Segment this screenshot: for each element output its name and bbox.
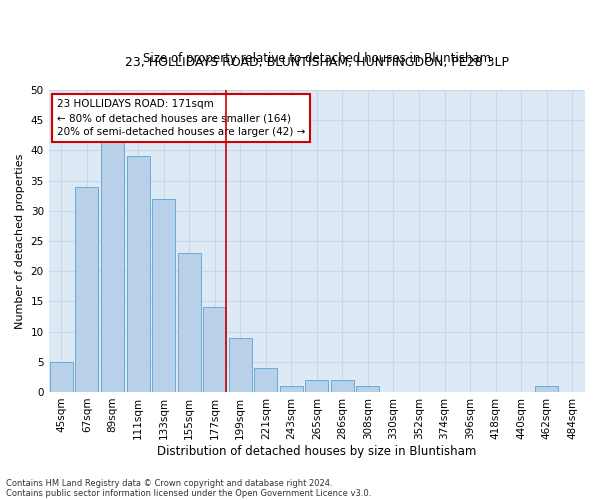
Bar bbox=[535, 386, 558, 392]
Bar bbox=[76, 186, 98, 392]
Bar bbox=[50, 362, 73, 392]
X-axis label: Distribution of detached houses by size in Bluntisham: Distribution of detached houses by size … bbox=[157, 444, 476, 458]
Text: Contains HM Land Registry data © Crown copyright and database right 2024.: Contains HM Land Registry data © Crown c… bbox=[6, 478, 332, 488]
Bar bbox=[280, 386, 303, 392]
Text: 23, HOLLIDAYS ROAD, BLUNTISHAM, HUNTINGDON, PE28 3LP: 23, HOLLIDAYS ROAD, BLUNTISHAM, HUNTINGD… bbox=[125, 56, 509, 69]
Text: 23 HOLLIDAYS ROAD: 171sqm
← 80% of detached houses are smaller (164)
20% of semi: 23 HOLLIDAYS ROAD: 171sqm ← 80% of detac… bbox=[57, 99, 305, 137]
Bar bbox=[127, 156, 149, 392]
Bar bbox=[178, 253, 200, 392]
Bar bbox=[203, 308, 226, 392]
Bar bbox=[305, 380, 328, 392]
Y-axis label: Number of detached properties: Number of detached properties bbox=[15, 154, 25, 328]
Text: Contains public sector information licensed under the Open Government Licence v3: Contains public sector information licen… bbox=[6, 488, 371, 498]
Bar bbox=[356, 386, 379, 392]
Bar bbox=[152, 198, 175, 392]
Bar bbox=[254, 368, 277, 392]
Bar bbox=[229, 338, 252, 392]
Title: Size of property relative to detached houses in Bluntisham: Size of property relative to detached ho… bbox=[143, 52, 491, 65]
Bar bbox=[331, 380, 354, 392]
Bar bbox=[101, 138, 124, 392]
